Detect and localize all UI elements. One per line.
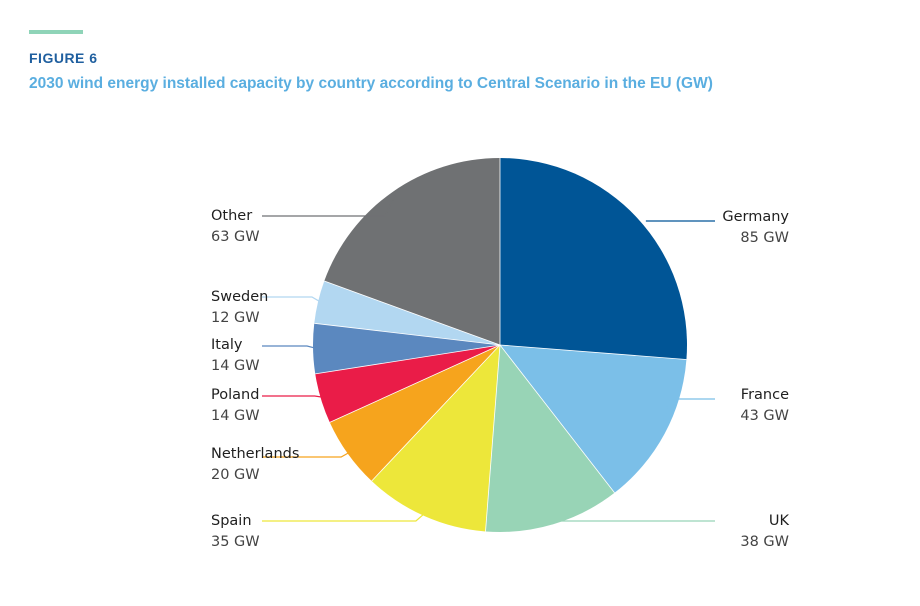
label-sweden: Sweden (211, 289, 268, 305)
label-netherlands: Netherlands (211, 446, 299, 462)
label-other: Other (211, 208, 252, 224)
slice-separator (371, 344, 501, 482)
slice-poland (315, 345, 500, 423)
slice-separator (324, 280, 501, 346)
value-label-italy: 14 GW (211, 358, 260, 374)
leader-line-italy (262, 345, 318, 350)
figure-label: FIGURE 6 (29, 50, 98, 66)
leader-line-france (660, 398, 715, 432)
slice-spain (371, 345, 500, 532)
label-france: France (741, 387, 789, 403)
slice-separator (315, 344, 501, 375)
slice-sweden (314, 281, 500, 345)
label-italy: Italy (211, 337, 243, 353)
slice-separator (329, 344, 501, 423)
accent-bar (29, 30, 83, 34)
value-label-spain: 35 GW (211, 534, 260, 550)
slice-separator (499, 344, 615, 494)
value-label-other: 63 GW (211, 229, 260, 245)
label-uk: UK (769, 513, 790, 529)
value-label-uk: 38 GW (740, 534, 789, 550)
slice-france (500, 345, 687, 493)
leader-line-uk (552, 519, 715, 522)
leader-line-poland (262, 395, 325, 399)
value-label-germany: 85 GW (740, 230, 789, 246)
label-spain: Spain (211, 513, 252, 529)
leader-line-spain (262, 511, 427, 522)
slice-other (324, 158, 500, 345)
slice-italy (313, 323, 500, 374)
label-poland: Poland (211, 387, 259, 403)
value-label-poland: 14 GW (211, 408, 260, 424)
slice-separator (485, 344, 501, 532)
value-label-netherlands: 20 GW (211, 467, 260, 483)
label-germany: Germany (722, 209, 789, 225)
slice-separator (499, 344, 687, 360)
leader-line-other (262, 194, 396, 217)
leader-line-sweden (262, 296, 323, 304)
value-label-france: 43 GW (740, 408, 789, 424)
leader-line-netherlands (262, 450, 352, 458)
slice-germany (500, 158, 687, 360)
value-label-sweden: 12 GW (211, 310, 260, 326)
slice-uk (485, 345, 615, 532)
slice-netherlands (329, 345, 500, 482)
slice-separator (314, 322, 501, 346)
chart-title: 2030 wind energy installed capacity by c… (29, 75, 713, 92)
